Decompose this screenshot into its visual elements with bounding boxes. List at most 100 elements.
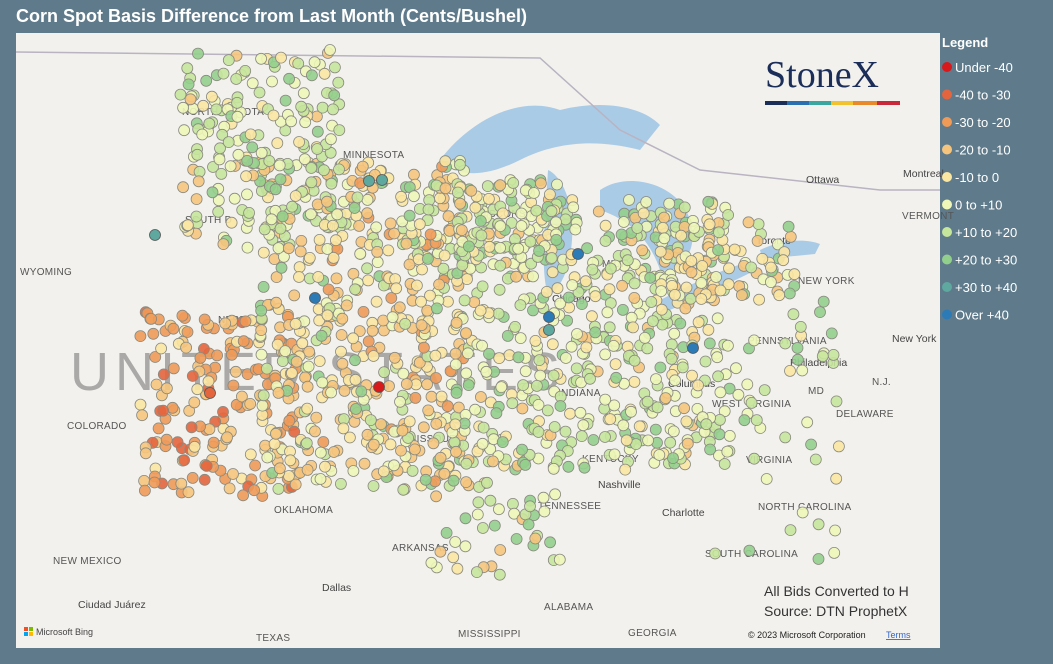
bid-dot: [469, 403, 482, 416]
bid-dot: [494, 220, 507, 233]
bid-dot: [623, 194, 635, 206]
bid-dot: [190, 210, 203, 223]
bid-dot: [425, 556, 438, 569]
bid-dot: [378, 366, 391, 379]
bid-dot: [447, 474, 460, 487]
bid-dot: [255, 348, 268, 361]
bid-dot: [758, 384, 771, 397]
bid-dot: [181, 326, 194, 338]
bid-dot: [449, 347, 462, 360]
bid-dot: [784, 364, 796, 377]
bid-dot: [472, 496, 485, 509]
bid-dot: [257, 280, 270, 293]
bid-dot: [333, 124, 346, 137]
bid-dot: [175, 477, 188, 490]
bid-dot: [535, 177, 547, 190]
bid-dot: [544, 536, 556, 549]
terms-link[interactable]: Terms: [886, 630, 911, 640]
bid-dot: [469, 201, 482, 214]
bid-dot: [272, 386, 285, 399]
bid-dot: [574, 406, 587, 419]
bid-dot: [298, 153, 311, 166]
bid-dot: [284, 454, 297, 467]
bid-dot: [728, 243, 741, 256]
bid-dot: [654, 361, 667, 374]
bid-dot: [335, 329, 348, 341]
bid-dot: [703, 337, 716, 350]
bid-dot: [685, 255, 698, 267]
bid-dot: [224, 160, 237, 173]
bid-dot: [249, 459, 262, 472]
bid-dot: [681, 437, 694, 450]
bid-dot: [736, 289, 748, 302]
bid-dot: [748, 452, 761, 465]
bid-dot: [407, 190, 420, 203]
bid-dot: [812, 518, 825, 531]
bid-dot: [188, 440, 201, 453]
legend-swatch: [942, 62, 952, 72]
bid-dot: [334, 477, 347, 490]
bid-dot: [814, 306, 826, 319]
bid-dot: [524, 500, 536, 513]
bid-dot: [650, 373, 662, 386]
bid-dot: [285, 115, 298, 128]
bid-dot: [601, 306, 614, 319]
bid-dot: [403, 209, 416, 222]
bid-dot: [784, 230, 797, 243]
bid-dot: [640, 196, 653, 208]
bid-dot: [223, 482, 236, 495]
bid-dot: [308, 56, 321, 69]
bid-dot: [353, 219, 366, 232]
bid-dot: [188, 396, 201, 409]
bid-dot: [545, 205, 558, 218]
bid-dot: [562, 291, 575, 304]
bid-dot: [293, 136, 306, 148]
bid-dot: [586, 310, 598, 323]
bid-dot: [454, 197, 467, 210]
bid-dot: [303, 345, 316, 358]
bid-dot: [202, 375, 215, 388]
bid-dot: [527, 304, 539, 317]
bid-dot: [709, 547, 721, 560]
bid-dot: [509, 320, 521, 333]
bid-dot: [829, 524, 841, 537]
bid-dot: [333, 163, 345, 176]
bid-dot: [139, 447, 152, 460]
bid-dot: [484, 494, 497, 507]
legend-swatch: [942, 172, 952, 182]
bid-dot: [227, 379, 240, 392]
bid-dot: [286, 200, 299, 213]
bid-dot: [496, 436, 509, 449]
bid-dot: [332, 76, 345, 89]
bid-dot: [825, 327, 838, 340]
bid-dot: [551, 178, 563, 191]
bid-dot: [191, 148, 204, 161]
bid-dot: [615, 228, 628, 241]
bid-dot: [713, 226, 725, 239]
bid-dot: [289, 478, 302, 491]
bid-dot: [430, 490, 443, 503]
bid-dot: [702, 195, 715, 208]
bid-dot: [577, 419, 590, 432]
bid-dot: [688, 222, 700, 234]
bid-dot: [449, 418, 462, 431]
logo-stripe: [831, 101, 853, 105]
bid-dot: [621, 254, 634, 267]
bid-dot: [212, 205, 225, 218]
bid-dot: [395, 444, 407, 457]
legend-label: Under -40: [955, 60, 1013, 75]
bid-dot: [269, 427, 282, 440]
bid-dot: [691, 402, 704, 415]
bid-dot: [572, 248, 584, 260]
bid-dot: [210, 103, 223, 116]
bid-dot: [772, 238, 784, 251]
bid-dot: [549, 488, 561, 501]
bid-dot: [679, 302, 692, 315]
legend-swatch: [942, 199, 952, 210]
bid-dot: [393, 301, 406, 314]
bid-dot: [453, 158, 466, 171]
bid-dot: [644, 271, 657, 284]
bid-dot: [449, 536, 462, 548]
bid-dot: [527, 270, 539, 283]
bid-dot: [608, 448, 621, 461]
